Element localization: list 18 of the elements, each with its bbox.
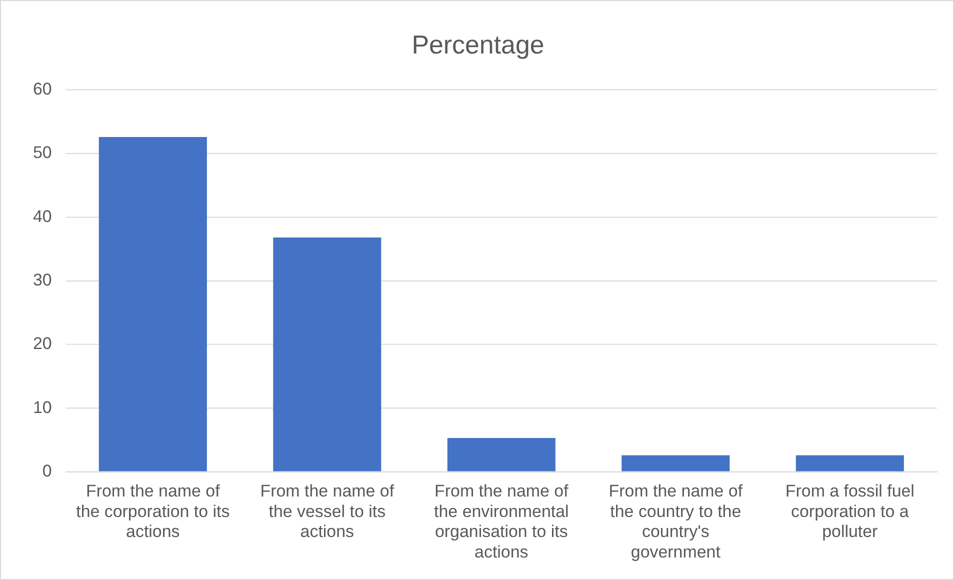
bar	[447, 438, 556, 472]
y-tick-label: 40	[32, 206, 52, 226]
x-tick-label: From a fossil fuel corporation to a polluter	[785, 482, 914, 542]
y-tick-label: 60	[32, 80, 52, 99]
x-tick-label: From the name of the corporation to its actions	[76, 482, 230, 542]
y-tick-label: 50	[32, 143, 52, 162]
y-tick-label: 20	[32, 334, 52, 354]
y-tick-label: 0	[42, 461, 52, 480]
bar	[98, 136, 207, 472]
chart-title: Percentage	[412, 32, 544, 60]
x-tick-label: From the name of the environmental organisation to its actions	[434, 482, 569, 562]
bar	[622, 455, 730, 472]
x-tick-label: From the name of the vessel to its actions	[260, 482, 394, 542]
y-tick-label: 10	[32, 398, 52, 417]
y-tick-label: 30	[32, 270, 52, 290]
bar	[796, 455, 904, 472]
bar	[273, 238, 382, 472]
x-tick-label: From the name of the country to the country's government	[608, 482, 743, 562]
